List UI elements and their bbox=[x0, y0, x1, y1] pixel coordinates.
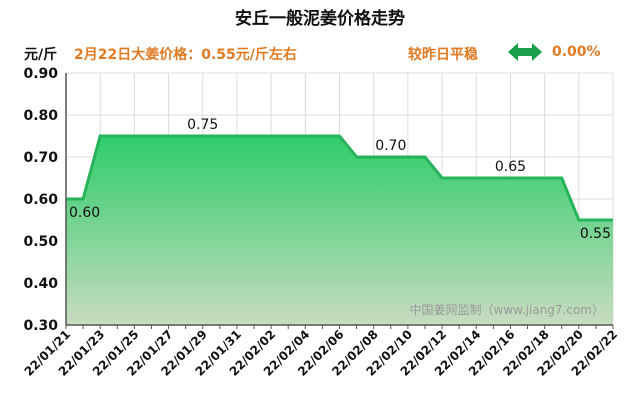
data-label: 0.70 bbox=[375, 138, 406, 154]
double-arrow-icon bbox=[508, 43, 542, 61]
y-tick-label: 0.50 bbox=[23, 234, 58, 250]
data-label: 0.55 bbox=[580, 226, 611, 242]
unit-label: 元/斤 bbox=[24, 47, 58, 63]
data-label: 0.65 bbox=[495, 159, 526, 175]
change-percent: 0.00% bbox=[552, 44, 601, 60]
price-headline: 2月22日大姜价格：0.55元/斤左右 bbox=[74, 47, 297, 63]
y-tick-label: 0.60 bbox=[23, 192, 58, 208]
y-tick-label: 0.30 bbox=[23, 318, 58, 334]
y-tick-label: 0.80 bbox=[23, 108, 58, 124]
trend-text: 较昨日平稳 bbox=[408, 47, 478, 63]
data-label: 0.75 bbox=[187, 117, 218, 133]
y-tick-label: 0.40 bbox=[23, 276, 58, 292]
price-line bbox=[66, 134, 613, 222]
y-tick-label: 0.90 bbox=[23, 66, 58, 82]
y-tick-label: 0.70 bbox=[23, 150, 58, 166]
watermark: 中国姜网监制（www.jiang7.com） bbox=[410, 302, 604, 317]
price-area bbox=[66, 136, 613, 325]
data-label: 0.60 bbox=[69, 205, 100, 221]
chart-title: 安丘一般泥姜价格走势 bbox=[235, 9, 405, 29]
